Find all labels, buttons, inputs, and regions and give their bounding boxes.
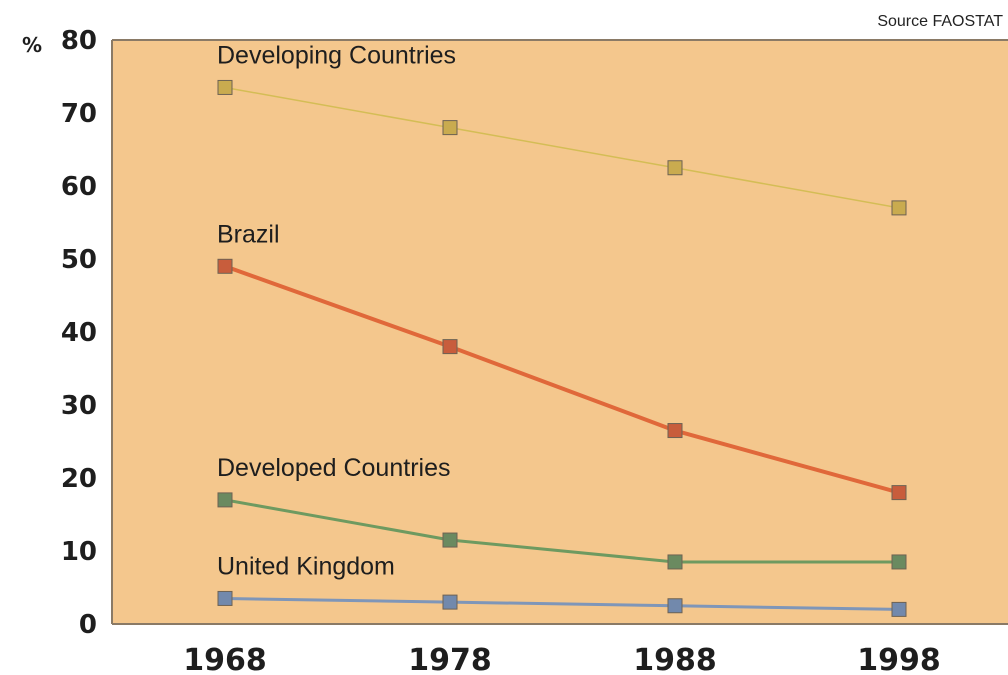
y-tick-label-70: 70 [61,99,97,129]
series-label-developed-countries: Developed Countries [217,454,450,482]
data-point-brazil-1978 [442,339,458,355]
series-line-united-kingdom [224,597,900,611]
data-point-developed-countries-1978 [442,532,458,548]
series-line-brazil [224,264,900,495]
data-point-developed-countries-1998 [891,554,907,570]
data-point-united-kingdom-1998 [891,601,907,617]
y-tick-label-60: 60 [61,172,97,202]
data-point-brazil-1998 [891,485,907,501]
data-point-developing-countries-1978 [442,120,458,136]
series-developed-countries [217,492,907,570]
y-tick-label-50: 50 [61,245,97,275]
series-lines [217,79,907,617]
data-point-united-kingdom-1968 [217,590,233,606]
data-point-developed-countries-1968 [217,492,233,508]
series-label-united-kingdom: United Kingdom [217,552,395,580]
series-label-developing-countries: Developing Countries [217,41,456,69]
series-brazil [217,258,907,501]
data-point-developing-countries-1968 [217,79,233,95]
x-tick-label-1978: 1978 [408,643,492,675]
source-note: Source FAOSTAT [877,13,1003,30]
x-tick-labels: 1968 1978 1988 1998 [183,643,941,675]
data-point-brazil-1988 [667,423,683,439]
series-line-developing-countries [224,86,900,209]
y-tick-labels: 0 10 20 30 40 50 60 70 80 [61,26,97,640]
series-label-brazil: Brazil [217,220,280,248]
x-tick-label-1968: 1968 [183,643,267,675]
y-tick-label-20: 20 [61,464,97,494]
y-tick-label-30: 30 [61,391,97,421]
data-point-developing-countries-1998 [891,200,907,216]
series-labels: Developing Countries Brazil Developed Coun… [217,41,456,580]
data-point-developed-countries-1988 [667,554,683,570]
data-point-developing-countries-1988 [667,160,683,176]
x-tick-label-1988: 1988 [633,643,717,675]
x-tick-label-1998: 1998 [857,643,941,675]
y-tick-label-80: 80 [61,26,97,56]
data-point-united-kingdom-1978 [442,594,458,610]
y-tick-label-10: 10 [61,537,97,567]
y-axis-label: % [22,33,42,57]
data-point-brazil-1968 [217,258,233,274]
series-line-developed-countries [224,498,899,564]
y-tick-label-40: 40 [61,318,97,348]
y-tick-label-0: 0 [79,610,97,640]
plot-background [112,40,1008,624]
series-united-kingdom [217,590,907,617]
data-point-united-kingdom-1988 [667,598,683,614]
series-developing-countries [217,79,907,216]
